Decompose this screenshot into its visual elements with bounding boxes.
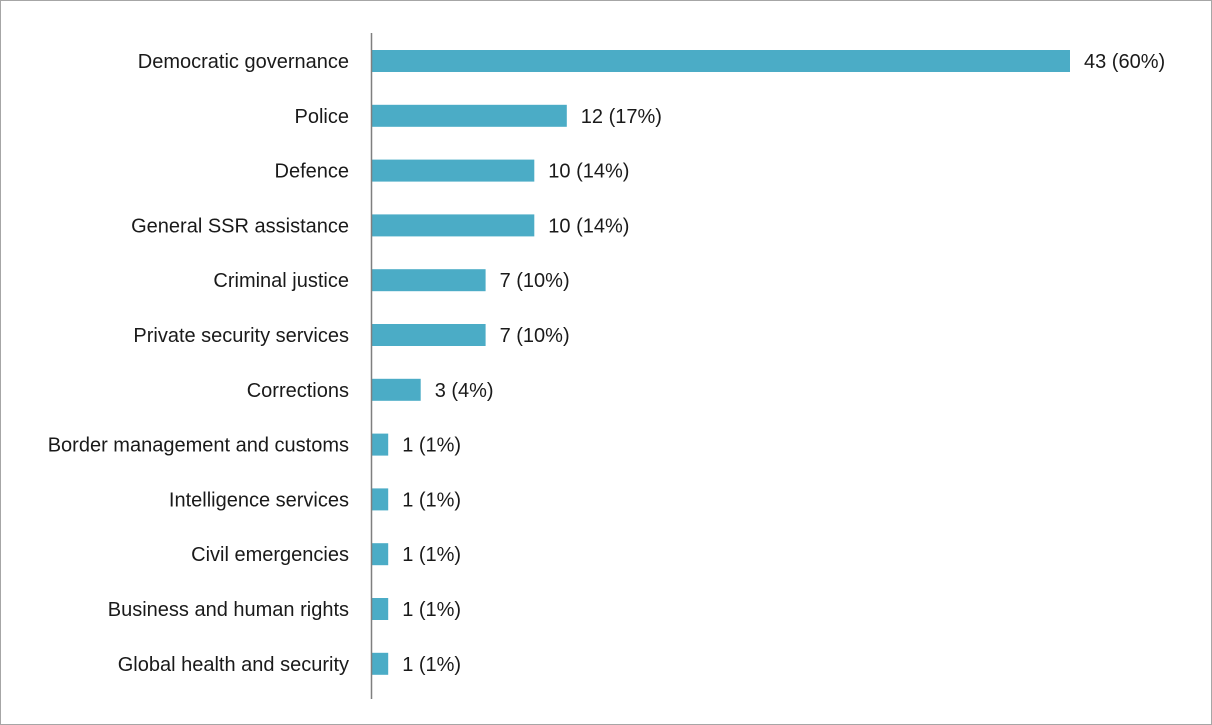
bar-7 <box>372 433 389 456</box>
category-label: Private security services <box>133 325 349 347</box>
category-label: General SSR assistance <box>131 215 349 237</box>
category-labels: Democratic governance Police Defence Genera… <box>48 51 349 676</box>
data-label: 1 (1%) <box>402 654 461 676</box>
category-label: Business and human rights <box>108 599 349 621</box>
data-label: 12 (17%) <box>581 106 662 128</box>
bar-6 <box>372 378 421 401</box>
bar-2 <box>372 159 535 182</box>
data-label: 7 (10%) <box>500 270 570 292</box>
data-labels: 43 (60%) 12 (17%) 10 (14%) 10 (14%) 7 (10%) 7… <box>402 51 1165 676</box>
category-label: Intelligence services <box>169 489 349 511</box>
data-label: 1 (1%) <box>402 599 461 621</box>
bar-1 <box>372 104 567 127</box>
category-label: Democratic governance <box>138 51 349 73</box>
bars-layer <box>372 50 1070 675</box>
data-label: 10 (14%) <box>548 161 629 183</box>
category-label: Police <box>295 106 349 128</box>
data-label: 7 (10%) <box>500 325 570 347</box>
bar-3 <box>372 214 535 237</box>
data-label: 1 (1%) <box>402 489 461 511</box>
bar-8 <box>372 488 389 511</box>
category-label: Border management and customs <box>48 435 349 457</box>
bar-9 <box>372 543 389 566</box>
category-label: Criminal justice <box>213 270 349 292</box>
category-label: Corrections <box>247 380 349 402</box>
data-label: 1 (1%) <box>402 435 461 457</box>
category-label: Defence <box>275 161 350 183</box>
bar-10 <box>372 598 389 620</box>
data-label: 10 (14%) <box>548 215 629 237</box>
bar-4 <box>372 269 486 292</box>
data-label: 1 (1%) <box>402 544 461 566</box>
data-label: 3 (4%) <box>435 380 494 402</box>
category-label: Global health and security <box>118 654 349 676</box>
data-label: 43 (60%) <box>1084 51 1165 73</box>
category-label: Civil emergencies <box>191 544 349 566</box>
bar-5 <box>372 324 486 346</box>
bar-11 <box>372 652 389 675</box>
bar-0 <box>372 50 1070 72</box>
